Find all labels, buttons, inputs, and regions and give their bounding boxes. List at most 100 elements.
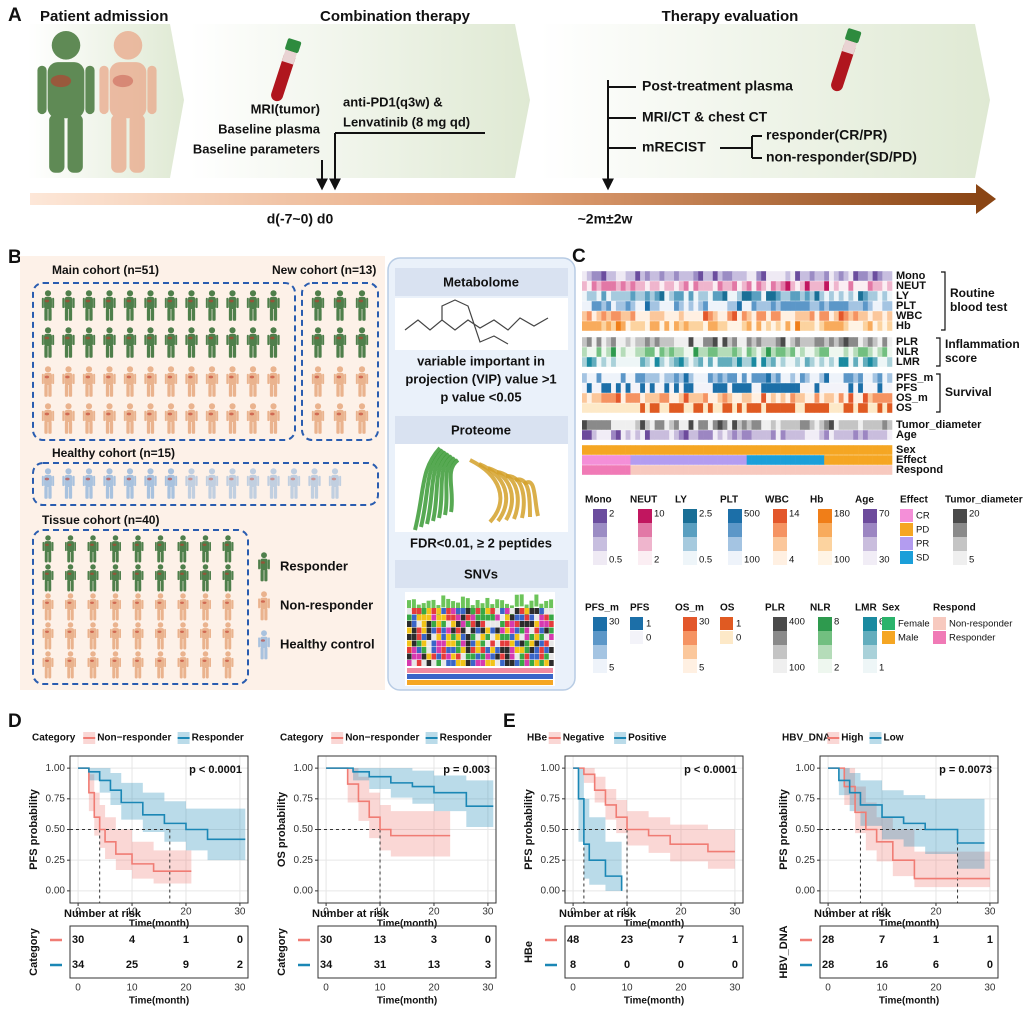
icon-head: [249, 327, 257, 334]
heatmap-cell: [867, 373, 873, 383]
snv-cell: [500, 621, 505, 627]
snv-cell: [436, 653, 441, 660]
heatmap-cell: [833, 291, 840, 301]
heatmap-cell: [799, 430, 806, 440]
legend-label: 10: [654, 509, 665, 520]
heatmap-cell: [804, 347, 810, 357]
icon-head: [65, 468, 72, 475]
heatmap-cell: [814, 281, 820, 291]
blood-tube: [831, 28, 862, 92]
snv-cell: [485, 647, 490, 653]
heatmap-cell: [717, 383, 723, 393]
heatmap-cell: [843, 281, 849, 291]
stage-title: Therapy evaluation: [662, 8, 799, 25]
person-icon: [205, 366, 219, 397]
legend-label: 400: [789, 617, 805, 628]
heatmap-cell: [649, 430, 655, 440]
person-icon: [222, 651, 234, 679]
heatmap-cell: [795, 357, 801, 367]
icon-leg: [44, 580, 48, 592]
icon-arm: [134, 334, 137, 346]
snv-cell: [411, 647, 417, 653]
icon-leg: [48, 551, 52, 563]
icon-organ: [208, 375, 214, 379]
icon-arm: [41, 373, 44, 385]
heatmap-cell: [848, 430, 854, 440]
snv-cell: [519, 653, 525, 660]
icon-organ: [260, 600, 266, 603]
heatmap-cell: [732, 393, 738, 403]
icon-leg: [362, 384, 366, 397]
heatmap-cell: [867, 301, 873, 311]
risk-count: 1: [933, 934, 939, 946]
heatmap-cell: [712, 383, 718, 393]
icon-head: [44, 468, 52, 475]
icon-arm: [344, 297, 347, 309]
heatmap-cell: [804, 337, 810, 347]
heatmap-cell: [766, 403, 772, 413]
heatmap-cell: [741, 383, 747, 393]
icon-head: [167, 290, 175, 297]
icon-organ: [270, 477, 275, 481]
heatmap-cell: [698, 311, 704, 321]
legend-swatch: [638, 551, 652, 565]
snv-cell: [480, 640, 486, 647]
snv-cell: [529, 660, 535, 666]
heatmap-cell: [683, 445, 689, 455]
legend-swatch: [773, 551, 787, 565]
heatmap-cell: [843, 291, 849, 301]
heatmap-cell: [843, 383, 849, 393]
heatmap-cell: [582, 420, 588, 430]
heatmap-cell: [635, 403, 641, 413]
icon-organ: [336, 375, 342, 379]
heatmap-cell: [819, 347, 825, 357]
icon-organ: [85, 477, 91, 481]
heatmap-cell: [887, 383, 893, 393]
icon-leg: [70, 551, 74, 563]
outcome-item: non-responder(SD/PD): [766, 149, 917, 165]
icon-arm: [205, 373, 208, 385]
y-tick-label: 1.00: [796, 763, 816, 774]
icon-arm: [123, 373, 126, 385]
y-axis-title: PFS probability: [778, 788, 790, 870]
timepoint: ~2m±2w: [578, 211, 633, 227]
heatmap-cell: [887, 311, 893, 321]
icon-organ: [157, 572, 162, 575]
snv-cell: [544, 608, 549, 614]
heatmap-cell: [877, 311, 883, 321]
legend-label: 500: [744, 509, 760, 520]
legend-swatch: [593, 509, 607, 523]
heatmap-cell: [751, 430, 757, 440]
heatmap-cell: [843, 337, 849, 347]
heatmap-cell: [606, 357, 612, 367]
icon-arm: [51, 628, 54, 639]
heatmap-cell: [790, 383, 796, 393]
icon-arm: [93, 297, 96, 309]
icon-arm: [103, 373, 106, 385]
icon-arm: [110, 541, 112, 552]
icon-arm: [267, 475, 270, 487]
heatmap-cell: [620, 403, 626, 413]
heatmap-cell: [741, 455, 747, 465]
snv-cell: [514, 614, 520, 621]
heatmap-cell: [582, 301, 588, 311]
heatmap-cell: [674, 271, 680, 281]
heatmap-cell: [649, 321, 655, 331]
snv-cell: [441, 608, 446, 614]
heatmap-cell: [620, 430, 626, 440]
person-icon: [82, 403, 96, 434]
icon-leg: [273, 345, 278, 358]
snv-cell: [446, 627, 451, 634]
legend-label: 2: [834, 663, 839, 674]
heatmap-cell: [833, 393, 840, 403]
heatmap-cell: [644, 430, 651, 440]
icon-leg: [126, 308, 130, 321]
heatmap-cell: [732, 271, 738, 281]
heatmap-cell: [790, 347, 796, 357]
snv-cell: [505, 640, 510, 647]
person-icon: [82, 468, 96, 499]
icon-arm: [62, 475, 65, 487]
icon-organ: [314, 336, 320, 340]
snv-cell: [446, 614, 451, 621]
heatmap-cell: [829, 291, 835, 301]
